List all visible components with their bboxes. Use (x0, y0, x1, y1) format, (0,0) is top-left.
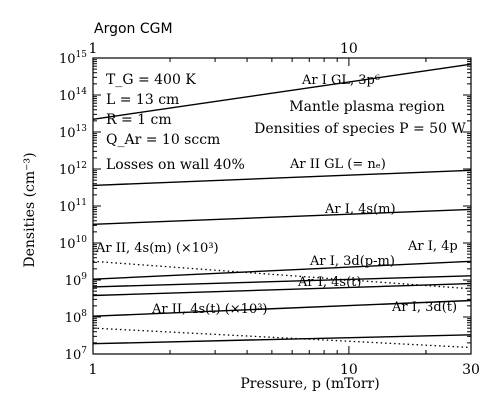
series-line-0 (92, 63, 472, 120)
series-line-8 (92, 327, 472, 349)
x-tick-label: 1 (89, 362, 98, 378)
label-ar-3dt: Ar I, 3d(t) (391, 300, 457, 315)
x-tick-label-top: 10 (340, 41, 358, 57)
y-tick-base: 10 (59, 163, 76, 178)
series-labels: Ar I GL, 3p⁶ Ar II GL (= nₑ) Ar I, 4s(m)… (95, 73, 458, 317)
param-losses: Losses on wall 40% (106, 157, 245, 173)
x-tick-label-top: 1 (89, 41, 98, 57)
series-line-9 (92, 334, 472, 345)
y-tick-base: 10 (59, 89, 76, 104)
series-line-4 (92, 275, 472, 288)
param-temperature: T_G = 400 K (106, 72, 196, 88)
label-ar-gl: Ar I GL, 3p⁶ (301, 73, 380, 88)
chart-title: Argon CGM (94, 21, 173, 37)
label-ar-4p: Ar I, 4p (407, 239, 458, 254)
y-tick-label: 109 (65, 272, 88, 289)
y-tick-exp: 10 (76, 235, 88, 245)
y-tick-base: 10 (59, 200, 76, 215)
y-tick-exp: 11 (76, 198, 87, 208)
x-axis-label: Pressure, p (mTorr) (240, 376, 379, 392)
y-tick-label: 107 (65, 346, 88, 363)
y-tick-exp: 14 (76, 87, 88, 97)
y-tick-base: 10 (59, 52, 76, 67)
y-tick-base: 10 (65, 348, 82, 363)
y-axis-label: Densities (cm⁻³) (22, 152, 38, 267)
label-ar-ii-4st: Ar II, 4s(t) (×10³) (151, 302, 268, 317)
y-tick-exp: 13 (76, 124, 88, 134)
label-ar-ii-gl: Ar II GL (= nₑ) (289, 157, 386, 172)
label-ar-3dpm: Ar I, 3d(p-m) (309, 254, 395, 269)
axis-ticks (92, 57, 472, 355)
region-subtitle: Densities of species P = 50 W (254, 121, 466, 137)
x-tick-label: 30 (462, 362, 480, 378)
y-tick-exp: 12 (76, 161, 87, 171)
y-tick-label: 1013 (59, 124, 87, 141)
y-tick-label: 1010 (59, 235, 87, 252)
series-line-6 (92, 260, 472, 290)
y-tick-label: 1014 (59, 87, 87, 104)
parameters-block: T_G = 400 K L = 13 cm R = 1 cm Q_Ar = 10… (106, 72, 245, 173)
series-line-2 (92, 208, 472, 225)
param-flow: Q_Ar = 10 sccm (106, 132, 220, 148)
y-tick-label: 108 (65, 309, 88, 326)
y-tick-exp: 7 (81, 346, 87, 356)
region-title: Mantle plasma region (289, 99, 444, 115)
y-tick-base: 10 (65, 311, 82, 326)
x-tick-labels-top: 1 10 (89, 41, 358, 57)
x-tick-label: 10 (340, 362, 358, 378)
y-tick-label: 1012 (59, 161, 87, 178)
y-tick-exp: 9 (81, 272, 87, 282)
series-lines (92, 63, 472, 349)
y-tick-base: 10 (59, 237, 76, 252)
label-ar-4sm: Ar I, 4s(m) (324, 202, 396, 217)
series-line-3 (92, 260, 472, 280)
y-tick-label: 1011 (59, 198, 87, 215)
label-ar-4st: Ar I, 4s(t) (297, 275, 361, 290)
y-tick-label: 1015 (59, 50, 87, 67)
series-line-1 (92, 169, 472, 187)
y-tick-exp: 15 (76, 50, 88, 60)
series-line-5 (92, 282, 472, 297)
y-tick-base: 10 (59, 126, 76, 141)
x-tick-labels-bottom: 1 10 30 (89, 362, 480, 378)
label-ar-ii-4sm: Ar II, 4s(m) (×10³) (95, 241, 219, 256)
param-length: L = 13 cm (106, 92, 179, 108)
series-line-7 (92, 299, 472, 317)
y-tick-exp: 8 (81, 309, 87, 319)
param-radius: R = 1 cm (106, 112, 172, 128)
y-tick-base: 10 (65, 274, 82, 289)
